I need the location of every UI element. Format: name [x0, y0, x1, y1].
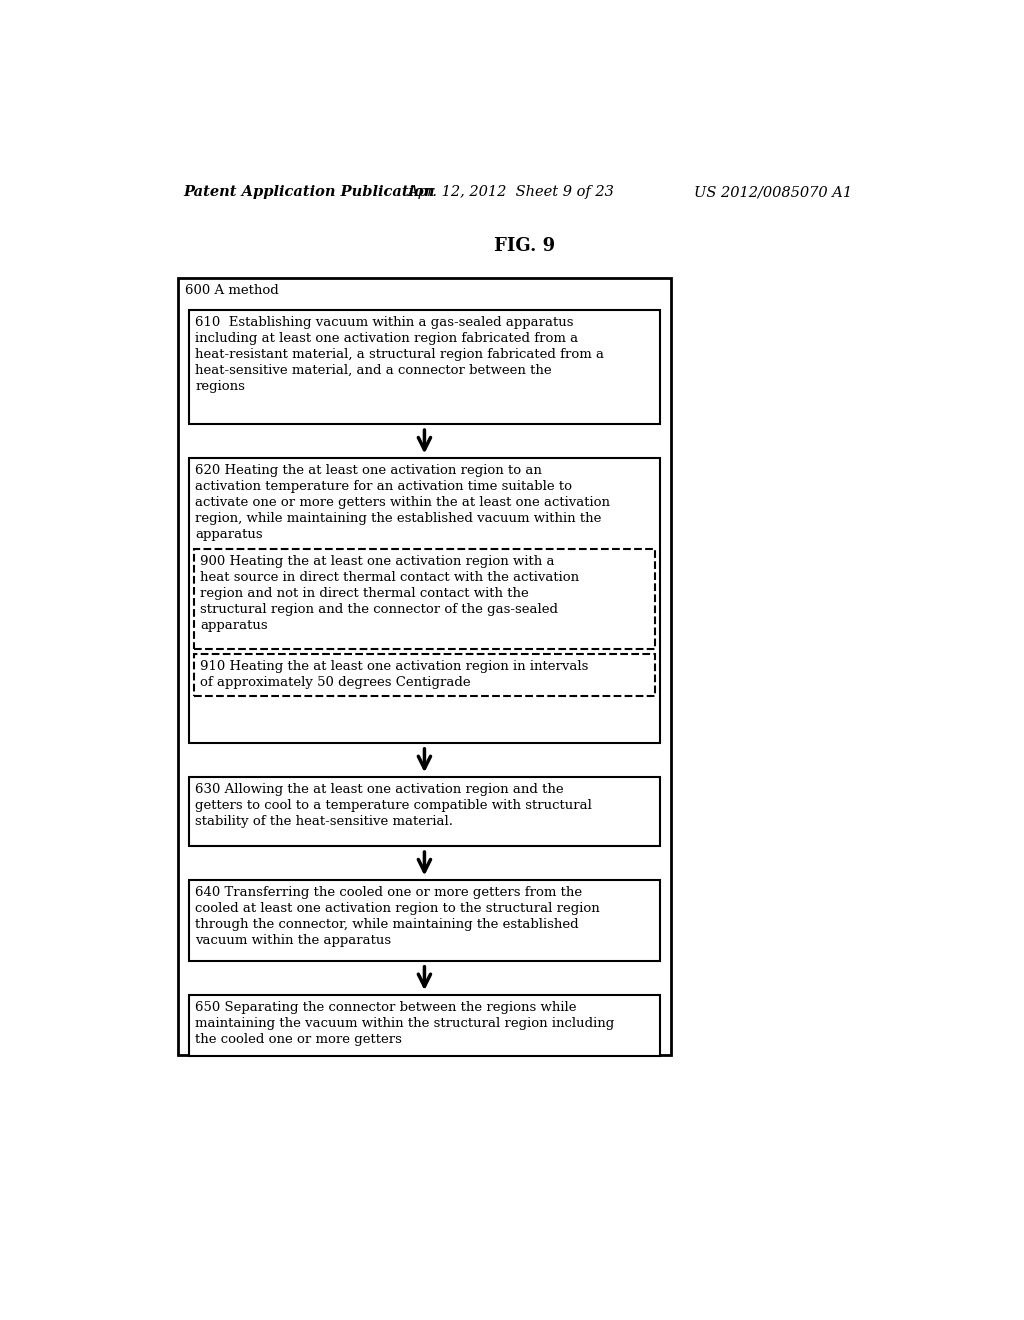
Bar [189, 310, 659, 424]
Bar [189, 995, 659, 1056]
Bar [189, 880, 659, 961]
Text: US 2012/0085070 A1: US 2012/0085070 A1 [693, 185, 852, 199]
Text: 630 Allowing the at least one activation region and the
getters to cool to a tem: 630 Allowing the at least one activation… [196, 783, 592, 828]
Bar [194, 549, 655, 649]
Text: Apr. 12, 2012  Sheet 9 of 23: Apr. 12, 2012 Sheet 9 of 23 [407, 185, 613, 199]
Bar [189, 776, 659, 846]
Bar [178, 277, 671, 1056]
Text: Patent Application Publication: Patent Application Publication [183, 185, 435, 199]
Text: 600 A method: 600 A method [184, 284, 279, 297]
Text: 900 Heating the at least one activation region with a
heat source in direct ther: 900 Heating the at least one activation … [200, 554, 580, 632]
Text: FIG. 9: FIG. 9 [495, 238, 555, 255]
Text: 650 Separating the connector between the regions while
maintaining the vacuum wi: 650 Separating the connector between the… [196, 1001, 614, 1045]
Bar [194, 653, 655, 696]
Text: 610  Establishing vacuum within a gas-sealed apparatus
including at least one ac: 610 Establishing vacuum within a gas-sea… [196, 317, 604, 393]
Text: 640 Transferring the cooled one or more getters from the
cooled at least one act: 640 Transferring the cooled one or more … [196, 886, 600, 946]
Text: 620 Heating the at least one activation region to an
activation temperature for : 620 Heating the at least one activation … [196, 465, 610, 541]
Bar [189, 458, 659, 743]
Text: 910 Heating the at least one activation region in intervals
of approximately 50 : 910 Heating the at least one activation … [200, 660, 589, 689]
